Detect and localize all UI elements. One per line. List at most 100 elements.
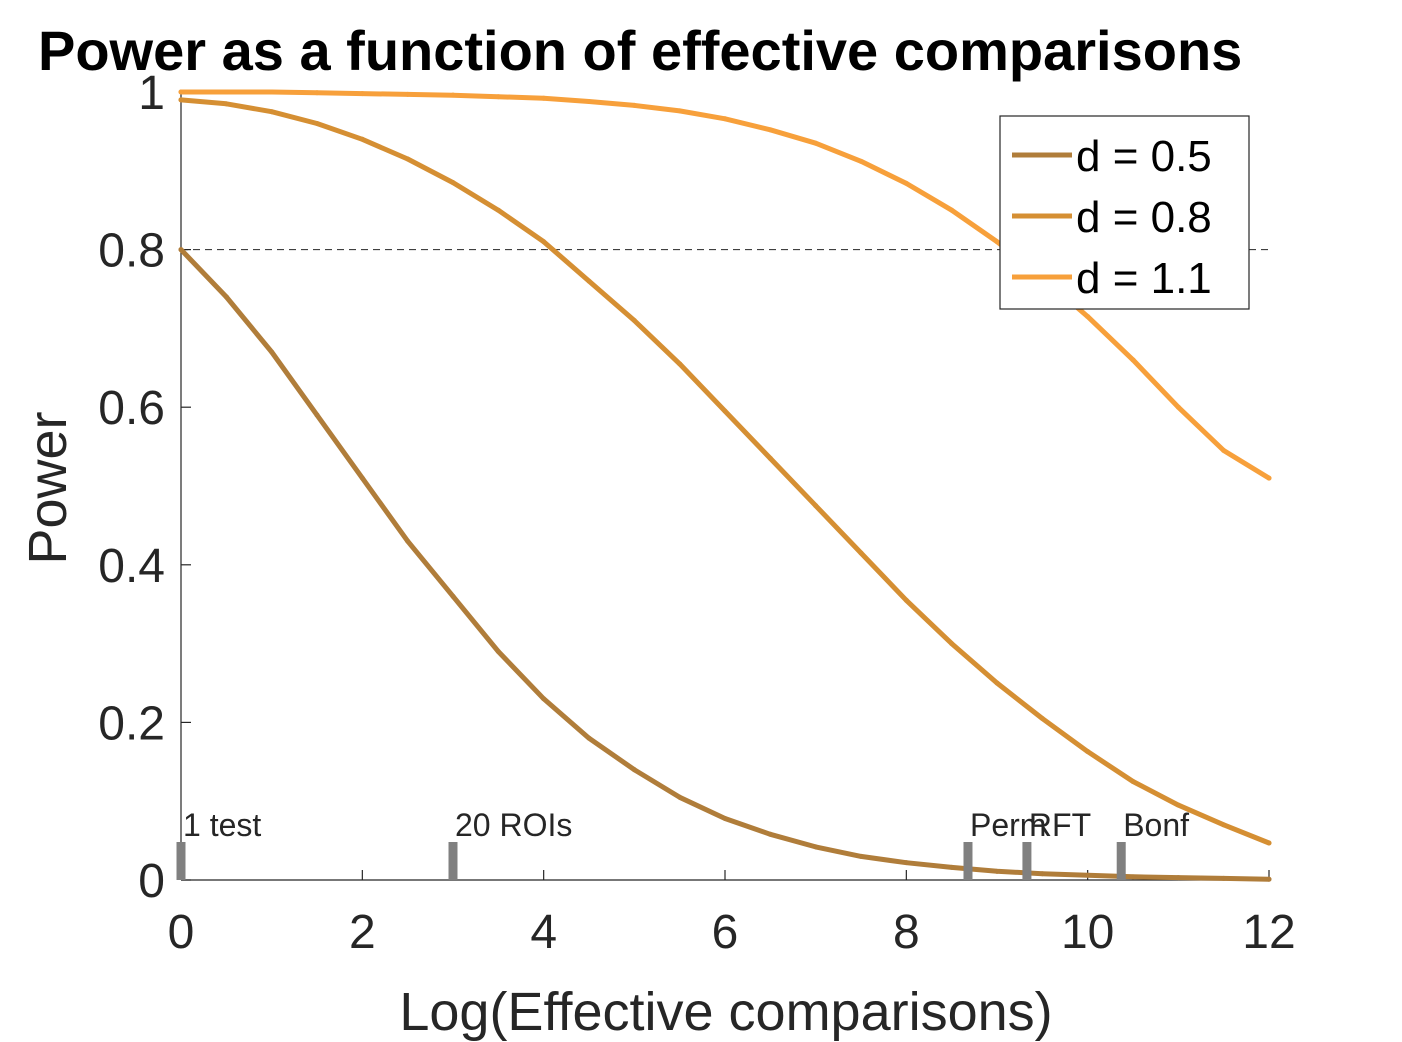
series-1-point [1039, 871, 1045, 877]
x-tick-label: 6 [712, 906, 739, 959]
series-line-1 [178, 247, 1272, 882]
series-1-point [178, 247, 184, 253]
series-3-point [767, 127, 773, 133]
series-3-point [677, 108, 683, 114]
series-2-point [269, 109, 275, 115]
series-2-point [1039, 715, 1045, 721]
series-2-point [314, 121, 320, 127]
series-3-point [1175, 404, 1181, 410]
series-2-point [767, 455, 773, 461]
series-1-point [541, 696, 547, 702]
y-tick-label: 0.8 [98, 225, 165, 278]
series-1-point [359, 475, 365, 481]
marker-label: RFT [1029, 807, 1091, 843]
series-1-point [269, 349, 275, 355]
series-2-point [1085, 749, 1091, 755]
y-tick-label: 0.6 [98, 382, 165, 435]
series-1-point [450, 593, 456, 599]
series-2-point [450, 180, 456, 186]
series-1-point [858, 853, 864, 859]
series-2-point [949, 641, 955, 647]
x-tick-label: 12 [1242, 906, 1295, 959]
series-1-point [677, 794, 683, 800]
x-tick-label: 8 [893, 906, 920, 959]
y-axis-label: Power [18, 411, 78, 564]
series-3-point [1266, 475, 1272, 481]
marker-label: Perm [970, 807, 1046, 843]
series-1-point [813, 844, 819, 850]
x-tick-label: 0 [168, 906, 195, 959]
series-1-point [586, 735, 592, 741]
plot-area: 0 2 4 6 8 10 12 0 0.2 0.4 0.6 0.8 1 1 test 20 ROIs Perm… [98, 67, 1295, 959]
series-3-point [223, 89, 229, 95]
series-2-point [1130, 779, 1136, 784]
series-2-point [994, 680, 1000, 686]
series-3-point [1085, 314, 1091, 320]
series-3-point [495, 94, 501, 100]
legend-label: d = 1.1 [1076, 254, 1212, 303]
series-3-point [858, 158, 864, 164]
series-1-point [631, 767, 637, 773]
marker-label: Bonf [1123, 807, 1189, 843]
x-tick-label: 4 [530, 906, 557, 959]
series-2-point [631, 318, 637, 324]
y-tick-label: 0 [138, 855, 165, 908]
series-3-point [586, 98, 592, 104]
series-3-point [813, 140, 819, 146]
y-tick-label: 0.2 [98, 697, 165, 750]
series-3-point [450, 92, 456, 98]
series-1-point [405, 538, 411, 544]
legend: d = 0.5 d = 0.8 d = 1.1 [999, 115, 1250, 310]
series-2-point [1221, 822, 1227, 828]
x-axis-label: Log(Effective comparisons) [399, 982, 1052, 1042]
series-3-point [631, 102, 637, 108]
series-1-point [994, 868, 1000, 874]
series-3-point [541, 95, 547, 101]
series-1-point [495, 648, 501, 654]
series-2-point [541, 239, 547, 245]
series-2-point [405, 156, 411, 162]
legend-label: d = 0.8 [1076, 193, 1212, 242]
series-3-point [269, 89, 275, 95]
series-3-point [359, 91, 365, 97]
legend-label: d = 0.5 [1076, 132, 1212, 181]
series-1-point [1085, 872, 1091, 878]
series-1-point [903, 860, 909, 866]
series-2-point [1266, 840, 1272, 846]
series-1-point [1175, 875, 1181, 881]
series-3-point [1221, 448, 1227, 454]
series-2-point [178, 97, 184, 103]
series-3-point [722, 116, 728, 122]
series-2-point [586, 278, 592, 284]
series-2-point [1175, 802, 1181, 808]
series-1-point [314, 412, 320, 418]
series-1-point [722, 816, 728, 822]
series-1-point [1221, 875, 1227, 881]
x-tick-label: 10 [1061, 906, 1114, 959]
series-1-point [767, 831, 773, 837]
series-3-point [1130, 357, 1136, 363]
series-3-point [314, 90, 320, 96]
series-1-point [949, 864, 955, 870]
series-3-point [903, 180, 909, 186]
series-3-point [994, 239, 1000, 245]
series-2-point [495, 207, 501, 213]
series-2-point [223, 101, 229, 107]
marker-label: 20 ROIs [455, 807, 572, 843]
chart-title: Power as a function of effective compari… [38, 19, 1242, 82]
series-2-point [903, 597, 909, 603]
series-1-point [1130, 874, 1136, 880]
x-tick-label: 2 [349, 906, 376, 959]
series-2-point [359, 136, 365, 142]
series-3-point [178, 89, 184, 95]
y-tick-label: 0.4 [98, 540, 165, 593]
series-3-point [405, 91, 411, 97]
series-3-point [949, 207, 955, 213]
series-2-point [813, 503, 819, 509]
series-1-point [223, 294, 229, 300]
marker-label: 1 test [183, 807, 261, 843]
series-2-point [677, 361, 683, 367]
series-1-point [1266, 876, 1272, 882]
y-tick-label: 1 [138, 67, 165, 120]
